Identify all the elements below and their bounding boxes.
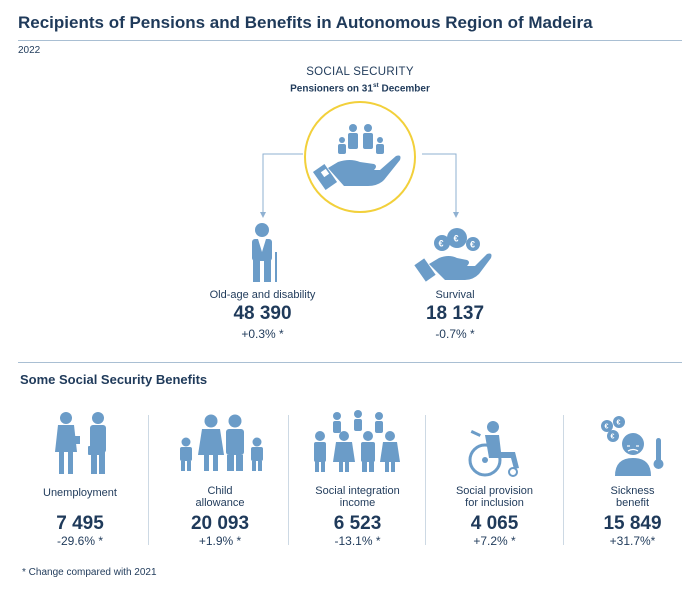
social-integration-change: -13.1% *	[334, 534, 381, 548]
svg-text:€: €	[611, 434, 615, 441]
child-allowance-change: +1.9% *	[198, 534, 242, 548]
svg-text:€: €	[454, 234, 459, 244]
svg-text:€: €	[439, 239, 444, 249]
unemployment-label: Unemployment	[43, 487, 117, 499]
social-provision-change: +7.2% *	[473, 534, 516, 548]
social-provision-value: 4 065	[470, 513, 519, 534]
social-provision-label: Social provision for inclusion	[455, 485, 534, 509]
survival-change: -0.7% *	[435, 327, 475, 341]
sickness-benefit-change: +31.7%*	[609, 534, 656, 548]
page-title: Recipients of Pensions and Benefits in A…	[18, 13, 593, 32]
title-divider	[18, 40, 682, 41]
unemployment-value: 7 495	[56, 513, 104, 534]
old-age-change: +0.3% *	[241, 327, 284, 341]
old-age-value: 48 390	[233, 303, 292, 324]
sick-person-icon: €€€	[601, 416, 664, 476]
svg-text:€: €	[617, 420, 621, 427]
column-separator	[563, 415, 564, 545]
survival-label: Survival	[435, 289, 475, 301]
family-icon	[180, 414, 263, 471]
workers-icon	[55, 412, 106, 474]
column-separator	[288, 415, 289, 545]
wheelchair-icon	[468, 421, 519, 477]
sickness-benefit-label: Sickness benefit	[610, 485, 655, 509]
year-label: 2022	[18, 45, 41, 56]
social-security-title: SOCIAL SECURITY	[306, 66, 414, 78]
footnote: * Change compared with 2021	[22, 567, 157, 578]
social-integration-value: 6 523	[333, 513, 382, 534]
column-separator	[148, 415, 149, 545]
section-divider	[18, 362, 682, 363]
connector-left	[260, 153, 303, 218]
social-security-subtitle: Pensioners on 31st December	[290, 82, 430, 95]
group-icon	[314, 410, 400, 472]
survival-value: 18 137	[425, 303, 485, 324]
svg-text:€: €	[470, 240, 475, 250]
hand-family-icon	[304, 101, 416, 213]
unemployment-change: -29.6% *	[56, 534, 104, 548]
benefits-section-title: Some Social Security Benefits	[20, 372, 208, 387]
old-age-label: Old-age and disability	[209, 289, 316, 301]
hand-coins-icon: € € €	[414, 228, 492, 282]
child-allowance-label: Child allowance	[195, 485, 245, 509]
sickness-benefit-value: 15 849	[603, 513, 662, 534]
connector-right	[422, 153, 459, 218]
child-allowance-value: 20 093	[190, 513, 250, 534]
column-separator	[425, 415, 426, 545]
svg-text:€: €	[605, 424, 609, 431]
social-integration-label: Social integration income	[315, 485, 400, 509]
elderly-man-icon	[252, 223, 277, 282]
